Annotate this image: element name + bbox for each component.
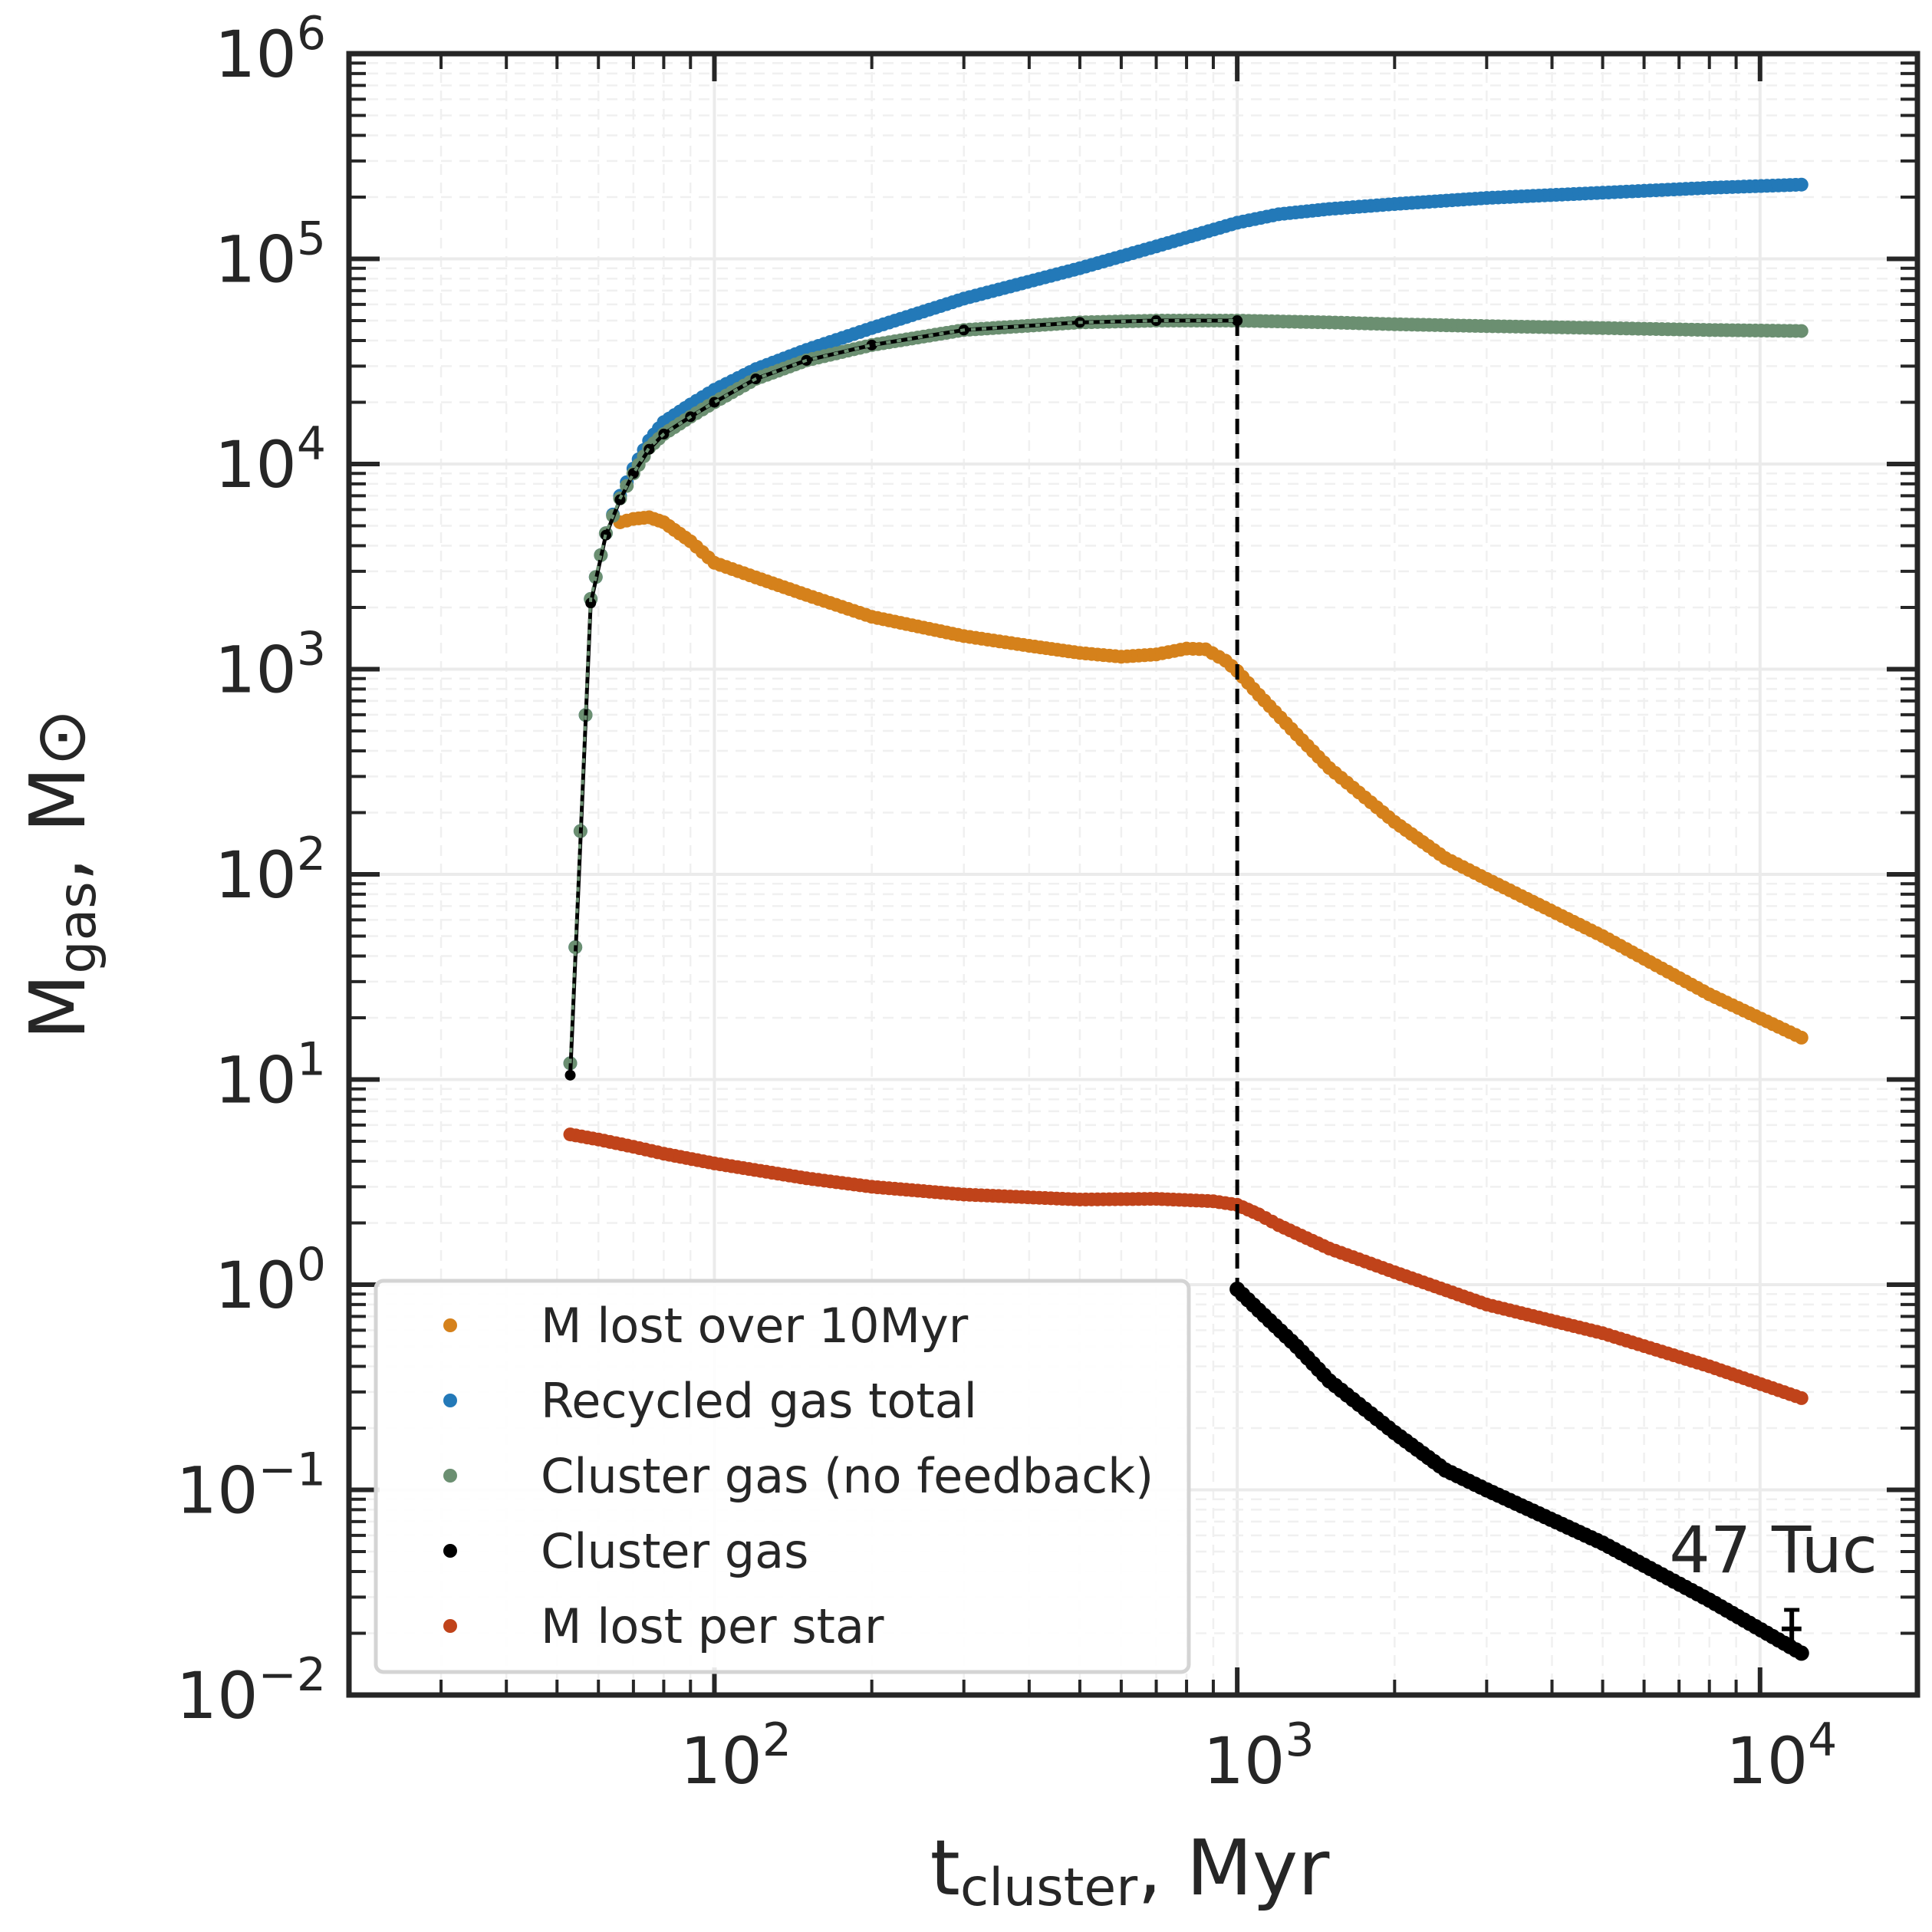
legend-marker-m-lost-per-star xyxy=(443,1619,457,1633)
y-tick-label: 100 xyxy=(215,1238,326,1323)
series-cluster-gas-early xyxy=(564,315,1243,1081)
axis-ticks xyxy=(347,51,1919,1697)
cluster-gas-no-feedback-overlay xyxy=(568,319,1238,1064)
x-axis-label: tcluster, Myr xyxy=(930,1823,1331,1918)
legend-box xyxy=(374,1279,1191,1674)
x-tick-label: 102 xyxy=(680,1713,792,1799)
legend-label-m-lost-per-star: M lost per star xyxy=(541,1598,884,1654)
data-point xyxy=(1794,177,1809,192)
legend-label-cluster-gas: Cluster gas xyxy=(541,1523,808,1579)
reference-point-47-tuc xyxy=(1782,1608,1802,1650)
series-m-lost-per-star xyxy=(563,1127,1809,1405)
y-axis-label: Mgas, M⊙ xyxy=(13,709,108,1040)
y-tick-label: 102 xyxy=(215,828,326,913)
data-point xyxy=(1794,1030,1809,1045)
y-tick-label: 104 xyxy=(215,417,326,502)
legend-marker-cluster-gas xyxy=(443,1544,457,1558)
legend-label-cluster-gas-no-feedback: Cluster gas (no feedback) xyxy=(541,1448,1154,1504)
legend-marker-m-lost-10myr xyxy=(443,1318,457,1332)
x-tick-label: 104 xyxy=(1726,1713,1837,1799)
y-tick-label: 10−1 xyxy=(176,1443,326,1529)
series-cluster-gas-late xyxy=(1229,1281,1809,1661)
y-tick-label: 10−2 xyxy=(176,1648,326,1733)
y-tick-label: 106 xyxy=(215,7,326,92)
legend-label-m-lost-10myr: M lost over 10Myr xyxy=(541,1298,969,1354)
y-tick-label: 103 xyxy=(215,623,326,708)
data-point xyxy=(1794,1391,1809,1405)
data-point xyxy=(1794,324,1809,338)
legend-marker-cluster-gas-no-feedback xyxy=(443,1469,457,1483)
y-tick-labels: 10−2 10−1 100 101 102 103 104 105 106 xyxy=(176,7,326,1733)
y-tick-label: 101 xyxy=(215,1033,326,1118)
y-tick-label: 105 xyxy=(215,212,326,298)
annotation-47-tuc: 47 Tuc xyxy=(1669,1512,1878,1588)
data-point xyxy=(564,1069,576,1081)
data-point xyxy=(866,339,877,351)
data-point xyxy=(614,494,626,505)
x-tick-label: 103 xyxy=(1203,1713,1315,1799)
legend: M lost over 10Myr Recycled gas total Clu… xyxy=(374,1279,1191,1674)
legend-marker-recycled-gas xyxy=(443,1394,457,1407)
data-series xyxy=(563,177,1809,1661)
data-point xyxy=(585,597,597,609)
x-tick-labels: 102 103 104 xyxy=(680,1713,1837,1799)
legend-label-recycled-gas: Recycled gas total xyxy=(541,1373,977,1429)
series-m-lost-over-10myr xyxy=(613,510,1809,1045)
